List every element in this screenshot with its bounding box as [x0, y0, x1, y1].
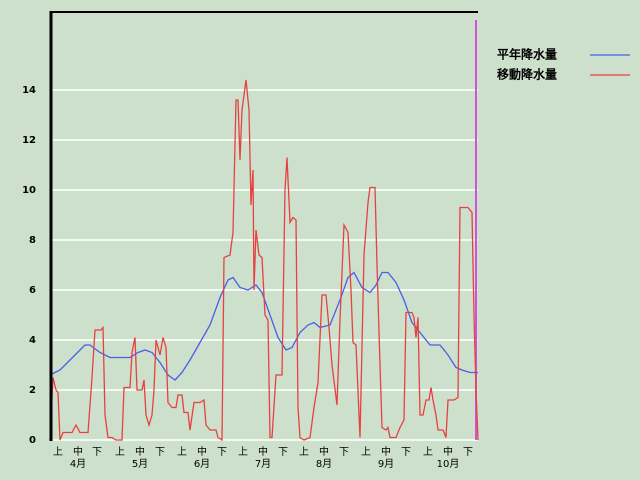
x-tick-label: 下 — [463, 447, 473, 458]
x-tick-label: 上 — [238, 446, 248, 458]
month-label: 7月 — [255, 458, 271, 470]
x-tick-label: 下 — [92, 447, 102, 458]
y-tick-label: 12 — [22, 135, 36, 146]
x-tick-label: 中 — [443, 445, 453, 458]
x-tick-label: 下 — [401, 447, 411, 458]
month-label: 4月 — [70, 458, 86, 470]
y-tick-label: 8 — [29, 235, 36, 246]
x-tick-label: 中 — [197, 445, 207, 458]
x-tick-label: 中 — [73, 445, 83, 458]
series-line — [49, 79, 479, 442]
month-label: 5月 — [132, 458, 148, 470]
y-tick-label: 14 — [22, 85, 36, 96]
x-tick-label: 上 — [299, 446, 309, 458]
legend-label: 移動降水量 — [497, 67, 557, 82]
x-tick-label: 下 — [339, 447, 349, 458]
x-tick-label: 上 — [423, 446, 433, 458]
month-label: 8月 — [316, 458, 332, 470]
labels: 02468101214上中下上中下上中下上中下上中下上中下上中下4月 5月 6月 7月… — [22, 47, 630, 470]
y-tick-label: 10 — [22, 185, 36, 196]
legend-label: 平年降水量 — [497, 47, 557, 62]
x-tick-label: 上 — [53, 446, 63, 458]
month-label: 10月 — [437, 458, 460, 470]
month-label: 6月 — [194, 458, 210, 470]
x-tick-label: 中 — [135, 445, 145, 458]
series-line — [49, 271, 478, 381]
x-tick-label: 上 — [177, 446, 187, 458]
plot-area — [49, 79, 479, 442]
x-tick-label: 下 — [217, 447, 227, 458]
x-tick-label: 中 — [319, 445, 329, 458]
x-tick-label: 下 — [155, 447, 165, 458]
x-tick-label: 中 — [258, 445, 268, 458]
y-tick-label: 6 — [29, 285, 36, 296]
y-tick-label: 2 — [29, 385, 36, 396]
x-tick-label: 下 — [278, 447, 288, 458]
month-label: 9月 — [378, 458, 394, 470]
x-tick-label: 上 — [361, 446, 371, 458]
y-tick-label: 4 — [29, 335, 36, 346]
x-tick-label: 上 — [115, 446, 125, 458]
y-tick-label: 0 — [29, 435, 36, 446]
x-tick-label: 中 — [381, 445, 391, 458]
